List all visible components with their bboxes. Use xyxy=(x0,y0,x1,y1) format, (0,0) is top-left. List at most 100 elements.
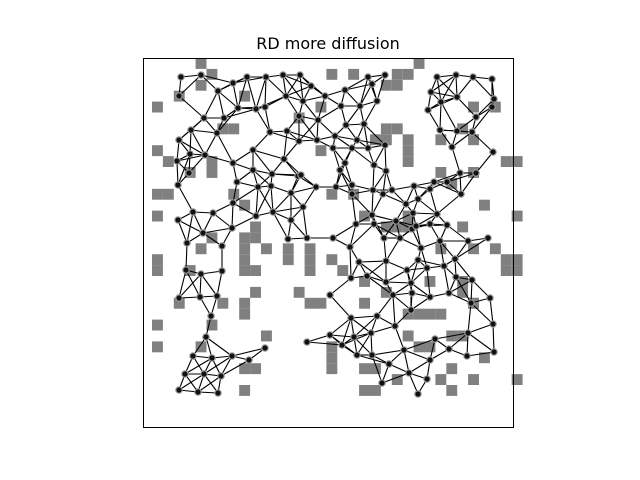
graph-edge xyxy=(451,146,461,174)
obstacle-cell xyxy=(304,243,316,255)
graph-edge xyxy=(471,106,493,133)
graph-node xyxy=(312,183,320,191)
graph-edge xyxy=(436,76,442,103)
graph-edge xyxy=(371,349,405,356)
obstacle-cell xyxy=(195,341,207,353)
graph-edge xyxy=(448,279,473,294)
obstacle-cell xyxy=(326,254,338,266)
graph-node xyxy=(329,144,337,152)
obstacle-cell xyxy=(380,79,392,91)
graph-edge xyxy=(290,219,308,239)
graph-edge xyxy=(446,224,469,242)
graph-node xyxy=(433,210,441,218)
graph-node xyxy=(347,274,355,282)
graph-node xyxy=(364,73,372,81)
graph-edge xyxy=(177,219,188,244)
obstacle-cell xyxy=(380,123,392,135)
graph-edge xyxy=(383,237,387,262)
graph-edge xyxy=(332,223,357,239)
obstacle-cell xyxy=(402,156,414,167)
graph-edge xyxy=(429,188,438,215)
graph-node xyxy=(453,93,461,101)
graph-edge xyxy=(255,186,259,217)
graph-edge xyxy=(298,119,319,142)
graph-edge xyxy=(203,355,233,375)
obstacle-cell xyxy=(468,101,479,113)
graph-edge xyxy=(285,74,301,97)
obstacle-cell xyxy=(479,352,490,364)
graph-edge xyxy=(329,317,352,336)
obstacle-cell xyxy=(424,276,436,287)
graph-edge xyxy=(467,332,495,353)
graph-node xyxy=(249,146,257,154)
obstacle-cell xyxy=(250,221,261,233)
graph-edge xyxy=(358,260,387,263)
obstacle-cell xyxy=(370,385,381,396)
obstacle-cell xyxy=(315,297,327,309)
obstacle-cell xyxy=(348,68,360,80)
obstacle-cell xyxy=(250,232,261,244)
graph-edge xyxy=(466,351,495,357)
graph-node xyxy=(352,220,360,228)
graph-node xyxy=(217,372,225,380)
graph-edge xyxy=(231,202,234,229)
graph-node xyxy=(249,166,257,174)
graph-edge xyxy=(454,258,473,281)
obstacle-cell xyxy=(457,286,469,298)
graph-node xyxy=(243,73,251,81)
obstacle-cell xyxy=(511,374,523,385)
obstacle-cell xyxy=(359,363,370,375)
obstacle-cell xyxy=(282,254,294,266)
graph-edge xyxy=(192,336,207,357)
obstacle-cell xyxy=(468,243,479,255)
graph-node xyxy=(299,97,307,105)
obstacle-cell xyxy=(206,156,218,167)
obstacle-cell xyxy=(250,265,261,276)
graph-node xyxy=(348,190,356,198)
graph-node xyxy=(229,159,237,167)
graph-node xyxy=(368,211,376,219)
obstacle-cell xyxy=(326,352,338,364)
graph-edge xyxy=(220,355,233,377)
obstacle-cell xyxy=(435,374,447,385)
graph-edge xyxy=(385,260,408,271)
graph-node xyxy=(452,71,460,79)
graph-edge xyxy=(351,193,357,225)
graph-edge xyxy=(264,76,267,108)
graph-edge xyxy=(412,212,438,215)
obstacle-cell xyxy=(250,286,261,298)
graph-node xyxy=(379,190,387,198)
graph-edge xyxy=(231,347,266,357)
obstacle-cell xyxy=(239,90,251,102)
graph-node xyxy=(426,185,434,193)
obstacle-cell xyxy=(239,308,251,320)
graph-node xyxy=(380,234,388,242)
graph-node xyxy=(468,128,476,136)
graph-node xyxy=(228,352,236,360)
graph-node xyxy=(452,273,460,281)
graph-edge xyxy=(394,325,405,351)
obstacle-cell xyxy=(413,58,425,69)
graph-edge xyxy=(217,90,239,109)
graph-node xyxy=(175,386,183,394)
graph-node xyxy=(197,71,205,79)
graph-edge xyxy=(184,357,213,375)
graph-edge xyxy=(456,96,477,118)
obstacle-cell xyxy=(239,297,251,309)
graph-node xyxy=(207,312,215,320)
graph-node xyxy=(488,75,496,83)
graph-edge xyxy=(177,184,194,213)
graph-node xyxy=(174,181,182,189)
obstacle-cell xyxy=(152,145,163,157)
graph-edge xyxy=(475,98,495,118)
obstacle-cell xyxy=(446,177,458,189)
graph-node xyxy=(469,73,477,81)
graph-node xyxy=(353,136,361,144)
obstacle-cell xyxy=(206,68,218,80)
graph-node xyxy=(409,209,417,217)
graph-node xyxy=(369,186,377,194)
graph-edge xyxy=(232,76,267,84)
graph-edge xyxy=(199,273,202,298)
graph-node xyxy=(284,235,292,243)
graph-edge xyxy=(290,186,317,194)
